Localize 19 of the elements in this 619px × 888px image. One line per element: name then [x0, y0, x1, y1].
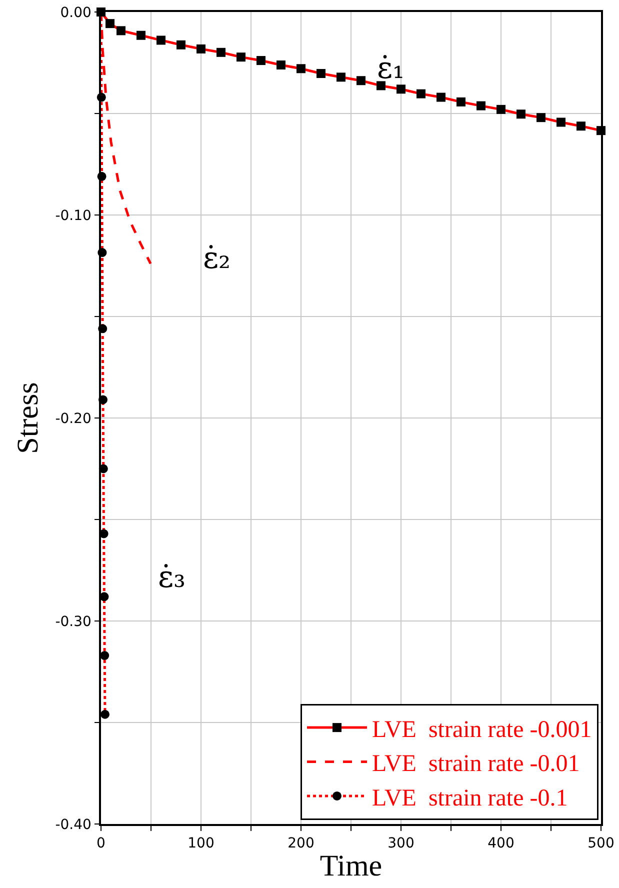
y-tick-label: 0.00: [60, 4, 92, 21]
x-tick-label: 200: [288, 836, 314, 852]
legend-label: LVE strain rate -0.001: [372, 716, 592, 743]
legend-label: LVE strain rate -0.1: [372, 785, 568, 812]
y-tick-label: -0.10: [55, 208, 92, 224]
y-tick-label: -0.20: [55, 410, 92, 427]
annotation: ε̇₂: [203, 241, 231, 276]
legend-label: LVE strain rate -0.01: [372, 751, 580, 778]
x-tick-label: 400: [488, 836, 514, 852]
y-tick-label: -0.30: [55, 614, 92, 630]
x-axis-title: Time: [320, 850, 382, 883]
y-axis-title: Stress: [12, 382, 45, 454]
x-tick-label: 100: [188, 836, 214, 852]
x-tick-label: 0: [96, 836, 106, 852]
x-tick-label: 500: [588, 836, 614, 852]
annotation: ε̇₁: [377, 51, 405, 86]
y-tick-label: -0.40: [55, 816, 92, 833]
x-tick-label: 300: [388, 836, 414, 852]
annotation: ε̇₃: [158, 560, 186, 595]
